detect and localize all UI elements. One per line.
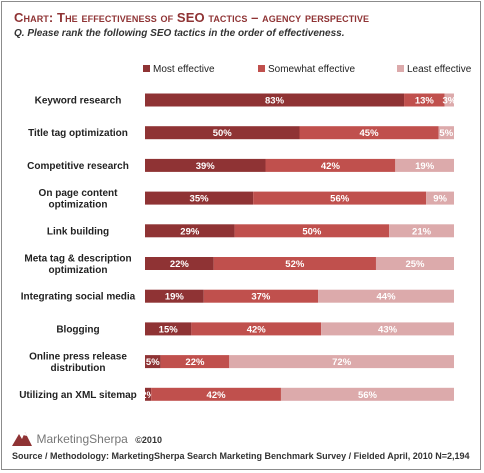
bar-segment [203, 289, 319, 303]
data-label: 42% [321, 161, 341, 172]
bar-segment [145, 158, 266, 172]
data-label: 50% [213, 128, 233, 139]
bar-segment [145, 126, 300, 140]
data-label: 19% [415, 161, 435, 172]
data-label: 50% [302, 226, 322, 237]
category-label: Blogging [56, 324, 99, 335]
data-label: 37% [251, 292, 271, 303]
data-label: 42% [207, 390, 227, 401]
category-label: Keyword research [35, 96, 122, 107]
copyright: ©2010 [135, 435, 162, 445]
chart-subtitle: Q. Please rank the following SEO tactics… [14, 28, 345, 39]
bar-segment [253, 191, 427, 205]
data-label: 15% [159, 324, 179, 335]
bar-segment [318, 289, 454, 303]
category-label: Online press release distribution [29, 351, 127, 374]
data-label: 3% [442, 96, 456, 107]
legend-swatch [397, 65, 404, 72]
category-label: Competitive research [27, 161, 129, 172]
bar-segment [395, 158, 454, 172]
data-label: 22% [170, 259, 190, 270]
data-label: 56% [330, 194, 350, 205]
bar-segment [234, 224, 390, 238]
source-note: Source / Methodology: MarketingSherpa Se… [12, 451, 470, 461]
legend-label: Most effective [153, 64, 215, 75]
category-label: Meta tag & description optimization [24, 253, 131, 276]
bar-segment [145, 322, 192, 336]
legend-swatch [143, 65, 150, 72]
bar-segment [426, 191, 454, 205]
data-label: 44% [377, 292, 397, 303]
legend-label: Least effective [407, 64, 472, 75]
data-label: 42% [247, 324, 267, 335]
bar-segment [160, 355, 230, 369]
bar-segment [389, 224, 454, 238]
data-label: 22% [185, 357, 205, 368]
data-label: 35% [190, 194, 210, 205]
bar-segment [151, 387, 281, 401]
bar-segment [213, 257, 376, 270]
legend-swatch [258, 65, 265, 72]
bar-segment [321, 322, 454, 336]
data-label: 9% [433, 194, 447, 205]
bar-segment [145, 289, 204, 303]
bar-segment [229, 355, 454, 369]
data-label: 39% [196, 161, 216, 172]
bar-segment [280, 387, 454, 401]
data-label: 25% [405, 259, 425, 270]
chart-title: Chart: The effectiveness of SEO tactics … [14, 10, 369, 25]
bar-segment [145, 355, 161, 369]
bar-segment [404, 93, 445, 107]
category-label: On page content optimization [39, 188, 119, 211]
data-label: 19% [165, 292, 185, 303]
data-label: 52% [285, 259, 305, 270]
data-label: 5% [439, 128, 453, 139]
bar-segment [145, 93, 405, 107]
data-label: 43% [378, 324, 398, 335]
data-label: 45% [360, 128, 380, 139]
bar-segment [145, 191, 254, 205]
data-label: 21% [412, 226, 432, 237]
data-label: 56% [358, 390, 378, 401]
brand-logo-icon [12, 430, 36, 447]
category-label: Link building [47, 226, 109, 237]
category-label: Utilizing an XML sitemap [19, 390, 137, 401]
data-label: 72% [332, 357, 352, 368]
category-label: Title tag optimization [28, 128, 128, 139]
brand-logo: MarketingSherpa ©2010 [12, 430, 162, 450]
chart-title-text: Chart: The effectiveness of SEO tactics … [14, 10, 370, 25]
bar-segment [299, 126, 439, 140]
bar-segment [375, 257, 454, 270]
data-label: 13% [415, 96, 435, 107]
bar-segment [145, 257, 214, 270]
stacked-bar-chart: Most effective Somewhat effective Least ef… [19, 64, 472, 401]
data-label: 83% [265, 96, 285, 107]
bar-segment [145, 387, 152, 401]
bar-segment [145, 224, 235, 238]
data-label: 2% [141, 390, 155, 401]
data-label: 29% [180, 226, 200, 237]
bar-segment [438, 126, 454, 140]
bar-segment [444, 93, 454, 107]
category-label: Integrating social media [21, 292, 136, 303]
brand-name: MarketingSherpa [36, 432, 128, 446]
legend-label: Somewhat effective [268, 64, 356, 75]
bar-segment [191, 322, 322, 336]
bar-segment [265, 158, 396, 172]
data-label: 5% [146, 357, 160, 368]
